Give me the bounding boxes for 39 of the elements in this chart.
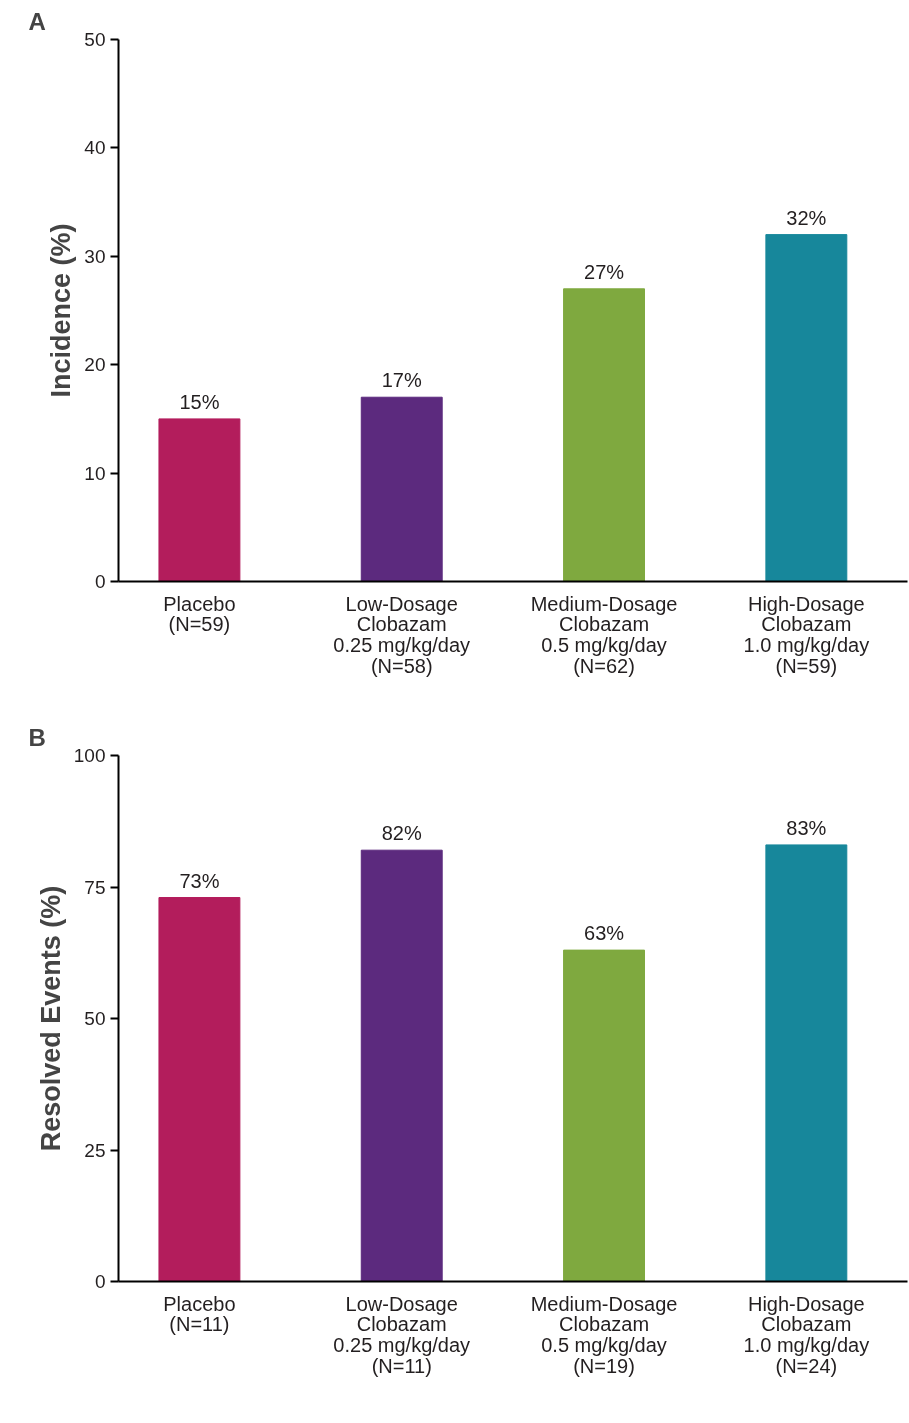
data-label: 15%: [179, 390, 220, 413]
x-tick-label: Medium-Dosage Clobazam 0.5 mg/kg/day (N=62): [530, 592, 678, 678]
y-tick-label: 0: [94, 1271, 106, 1292]
data-label: 83%: [786, 816, 827, 839]
x-tick-label: Placebo (N=59): [163, 592, 236, 636]
x-tick-label: High-Dosage Clobazam 1.0 mg/kg/day (N=24): [743, 1292, 870, 1378]
y-tick-label: 0: [94, 571, 106, 592]
bar: [158, 897, 241, 1282]
y-axis-title: Incidence (%): [46, 223, 77, 398]
x-tick-label: Medium-Dosage Clobazam 0.5 mg/kg/day (N=19): [530, 1292, 678, 1378]
data-label: 32%: [786, 206, 827, 229]
y-tick-label: 30: [84, 245, 106, 267]
chart-title: A: [28, 7, 46, 35]
chart-title: B: [28, 723, 46, 751]
x-tick-label: Low-Dosage Clobazam 0.25 mg/kg/day (N=11): [333, 1292, 471, 1378]
y-tick-label: 25: [84, 1139, 106, 1161]
bar: [765, 234, 848, 582]
y-tick-label: 50: [84, 1008, 106, 1029]
bar: [158, 418, 241, 582]
data-label: 63%: [584, 922, 625, 945]
x-tick-label: Placebo (N=11): [163, 1292, 236, 1336]
bar: [360, 396, 443, 582]
bar: [360, 849, 443, 1282]
y-tick-label: 100: [73, 745, 106, 766]
bar: [563, 949, 645, 1282]
x-tick-label: High-Dosage Clobazam 1.0 mg/kg/day (N=59): [743, 592, 870, 678]
y-tick-label: 50: [84, 29, 106, 50]
data-label: 17%: [381, 369, 422, 392]
data-label: 73%: [179, 869, 220, 892]
data-label: 82%: [381, 822, 422, 845]
y-tick-label: 20: [84, 354, 106, 376]
data-label: 27%: [584, 260, 625, 283]
y-tick-label: 40: [84, 137, 106, 159]
bar: [563, 288, 645, 582]
y-tick-label: 75: [84, 876, 106, 898]
y-tick-label: 10: [84, 462, 106, 484]
y-axis-title: Resolved Events (%): [35, 885, 66, 1152]
bar: [765, 844, 848, 1282]
x-tick-label: Low-Dosage Clobazam 0.25 mg/kg/day (N=58): [333, 592, 471, 678]
